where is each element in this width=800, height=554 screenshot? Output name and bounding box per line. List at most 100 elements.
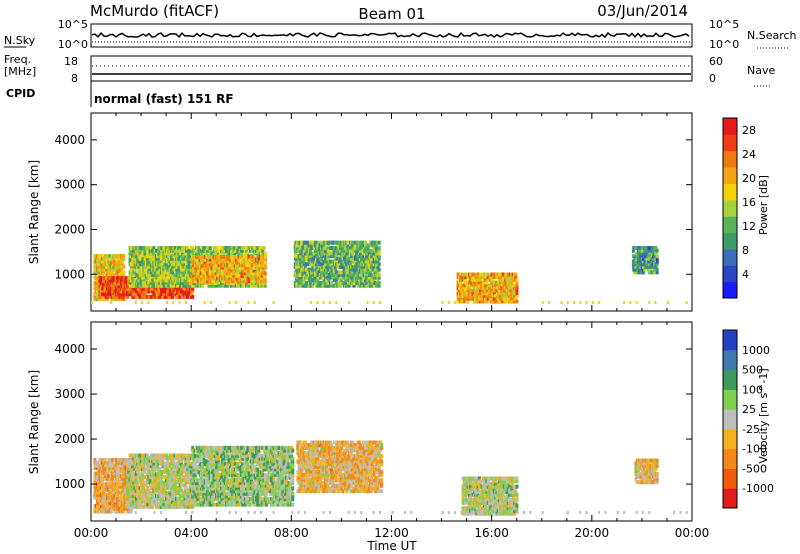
echo-cell	[348, 262, 352, 267]
echo-cell	[98, 479, 102, 484]
echo-cell	[168, 472, 172, 477]
echo-cell	[495, 275, 499, 280]
echo-cell	[341, 281, 345, 285]
echo-cell	[141, 477, 145, 482]
echo-cell	[263, 265, 267, 270]
echo-cell	[119, 294, 123, 299]
echo-cell	[260, 265, 263, 270]
echo-cell	[353, 248, 357, 253]
echo-cell	[153, 286, 157, 291]
echo-cell	[126, 494, 130, 498]
echo-cell	[163, 256, 167, 261]
scatter-cell	[585, 301, 588, 304]
echo-cell	[141, 472, 145, 477]
echo-cell	[377, 248, 381, 253]
echo-cell	[163, 504, 167, 509]
echo-cell	[655, 256, 659, 261]
scatter-cell	[109, 301, 112, 304]
echo-cell	[162, 283, 166, 288]
echo-cell	[127, 488, 131, 493]
echo-cell	[142, 485, 146, 490]
echo-cell	[252, 265, 256, 270]
echo-cell	[208, 271, 212, 276]
echo-cell	[322, 240, 326, 245]
echo-cell	[369, 256, 372, 261]
echo-cell	[222, 248, 226, 253]
echo-cell	[93, 490, 97, 495]
echo-cell	[472, 283, 476, 288]
echo-cell	[370, 275, 374, 280]
echo-cell	[311, 283, 315, 288]
echo-cell	[362, 267, 366, 272]
echo-cell	[212, 276, 216, 281]
echo-cell	[316, 278, 320, 283]
echo-cell	[152, 292, 156, 297]
echo-cell	[136, 289, 140, 294]
echo-cell	[109, 490, 113, 495]
echo-cell	[462, 294, 466, 298]
echo-cell	[352, 281, 356, 285]
freq-panel-frame	[90, 55, 693, 82]
echo-cell	[231, 257, 235, 262]
echo-cell	[173, 246, 177, 251]
echo-cell	[171, 477, 175, 482]
echo-cell	[505, 294, 509, 298]
echo-cell	[154, 264, 158, 269]
echo-cell	[143, 456, 147, 461]
nsky-tick-bottom: 10^0	[58, 38, 88, 51]
echo-cell	[121, 259, 125, 264]
echo-cell	[119, 485, 123, 489]
echo-cell	[303, 270, 307, 275]
echo-cell	[252, 271, 256, 276]
echo-cell	[141, 456, 145, 461]
echo-cell	[377, 246, 381, 251]
echo-cell	[338, 246, 342, 251]
echo-cell	[345, 275, 349, 280]
echo-cell	[147, 254, 151, 259]
echo-cell	[374, 240, 377, 245]
echo-cell	[305, 273, 309, 277]
echo-cell	[156, 480, 160, 485]
echo-cell	[258, 263, 262, 268]
echo-cell	[515, 280, 519, 285]
echo-cell	[197, 263, 201, 268]
echo-cell	[355, 240, 359, 245]
echo-cell	[513, 283, 516, 288]
echo-cell	[327, 283, 331, 288]
echo-cell	[221, 255, 225, 259]
echo-region	[631, 246, 659, 275]
echo-cell	[476, 299, 480, 304]
echo-cell	[106, 278, 109, 283]
echo-cell	[142, 289, 146, 294]
echo-cell	[471, 288, 475, 293]
echo-cell	[204, 268, 208, 273]
echo-cell	[343, 270, 347, 275]
echo-cell	[143, 496, 147, 501]
echo-cell	[157, 458, 161, 463]
echo-cell	[311, 240, 315, 245]
echo-cell	[476, 272, 480, 277]
echo-cell	[141, 254, 145, 259]
scatter-cell	[629, 301, 632, 304]
echo-cell	[96, 490, 99, 495]
echo-cell	[206, 265, 210, 270]
echo-cell	[245, 246, 248, 251]
echo-cell	[132, 248, 136, 253]
echo-cell	[129, 509, 133, 514]
echo-cell	[356, 246, 360, 251]
echo-cell	[221, 257, 225, 262]
echo-cell	[129, 289, 133, 294]
echo-cell	[360, 246, 364, 251]
echo-cell	[225, 265, 228, 270]
echo-cell	[187, 254, 191, 259]
echo-cell	[263, 283, 267, 288]
echo-cell	[164, 453, 168, 458]
echo-cell	[96, 463, 99, 468]
echo-cell	[207, 273, 211, 278]
echo-cell	[151, 289, 155, 294]
echo-cell	[139, 283, 143, 288]
echo-cell	[134, 283, 138, 288]
echo-cell	[253, 279, 257, 284]
echo-cell	[158, 480, 162, 485]
echo-cell	[153, 502, 157, 507]
